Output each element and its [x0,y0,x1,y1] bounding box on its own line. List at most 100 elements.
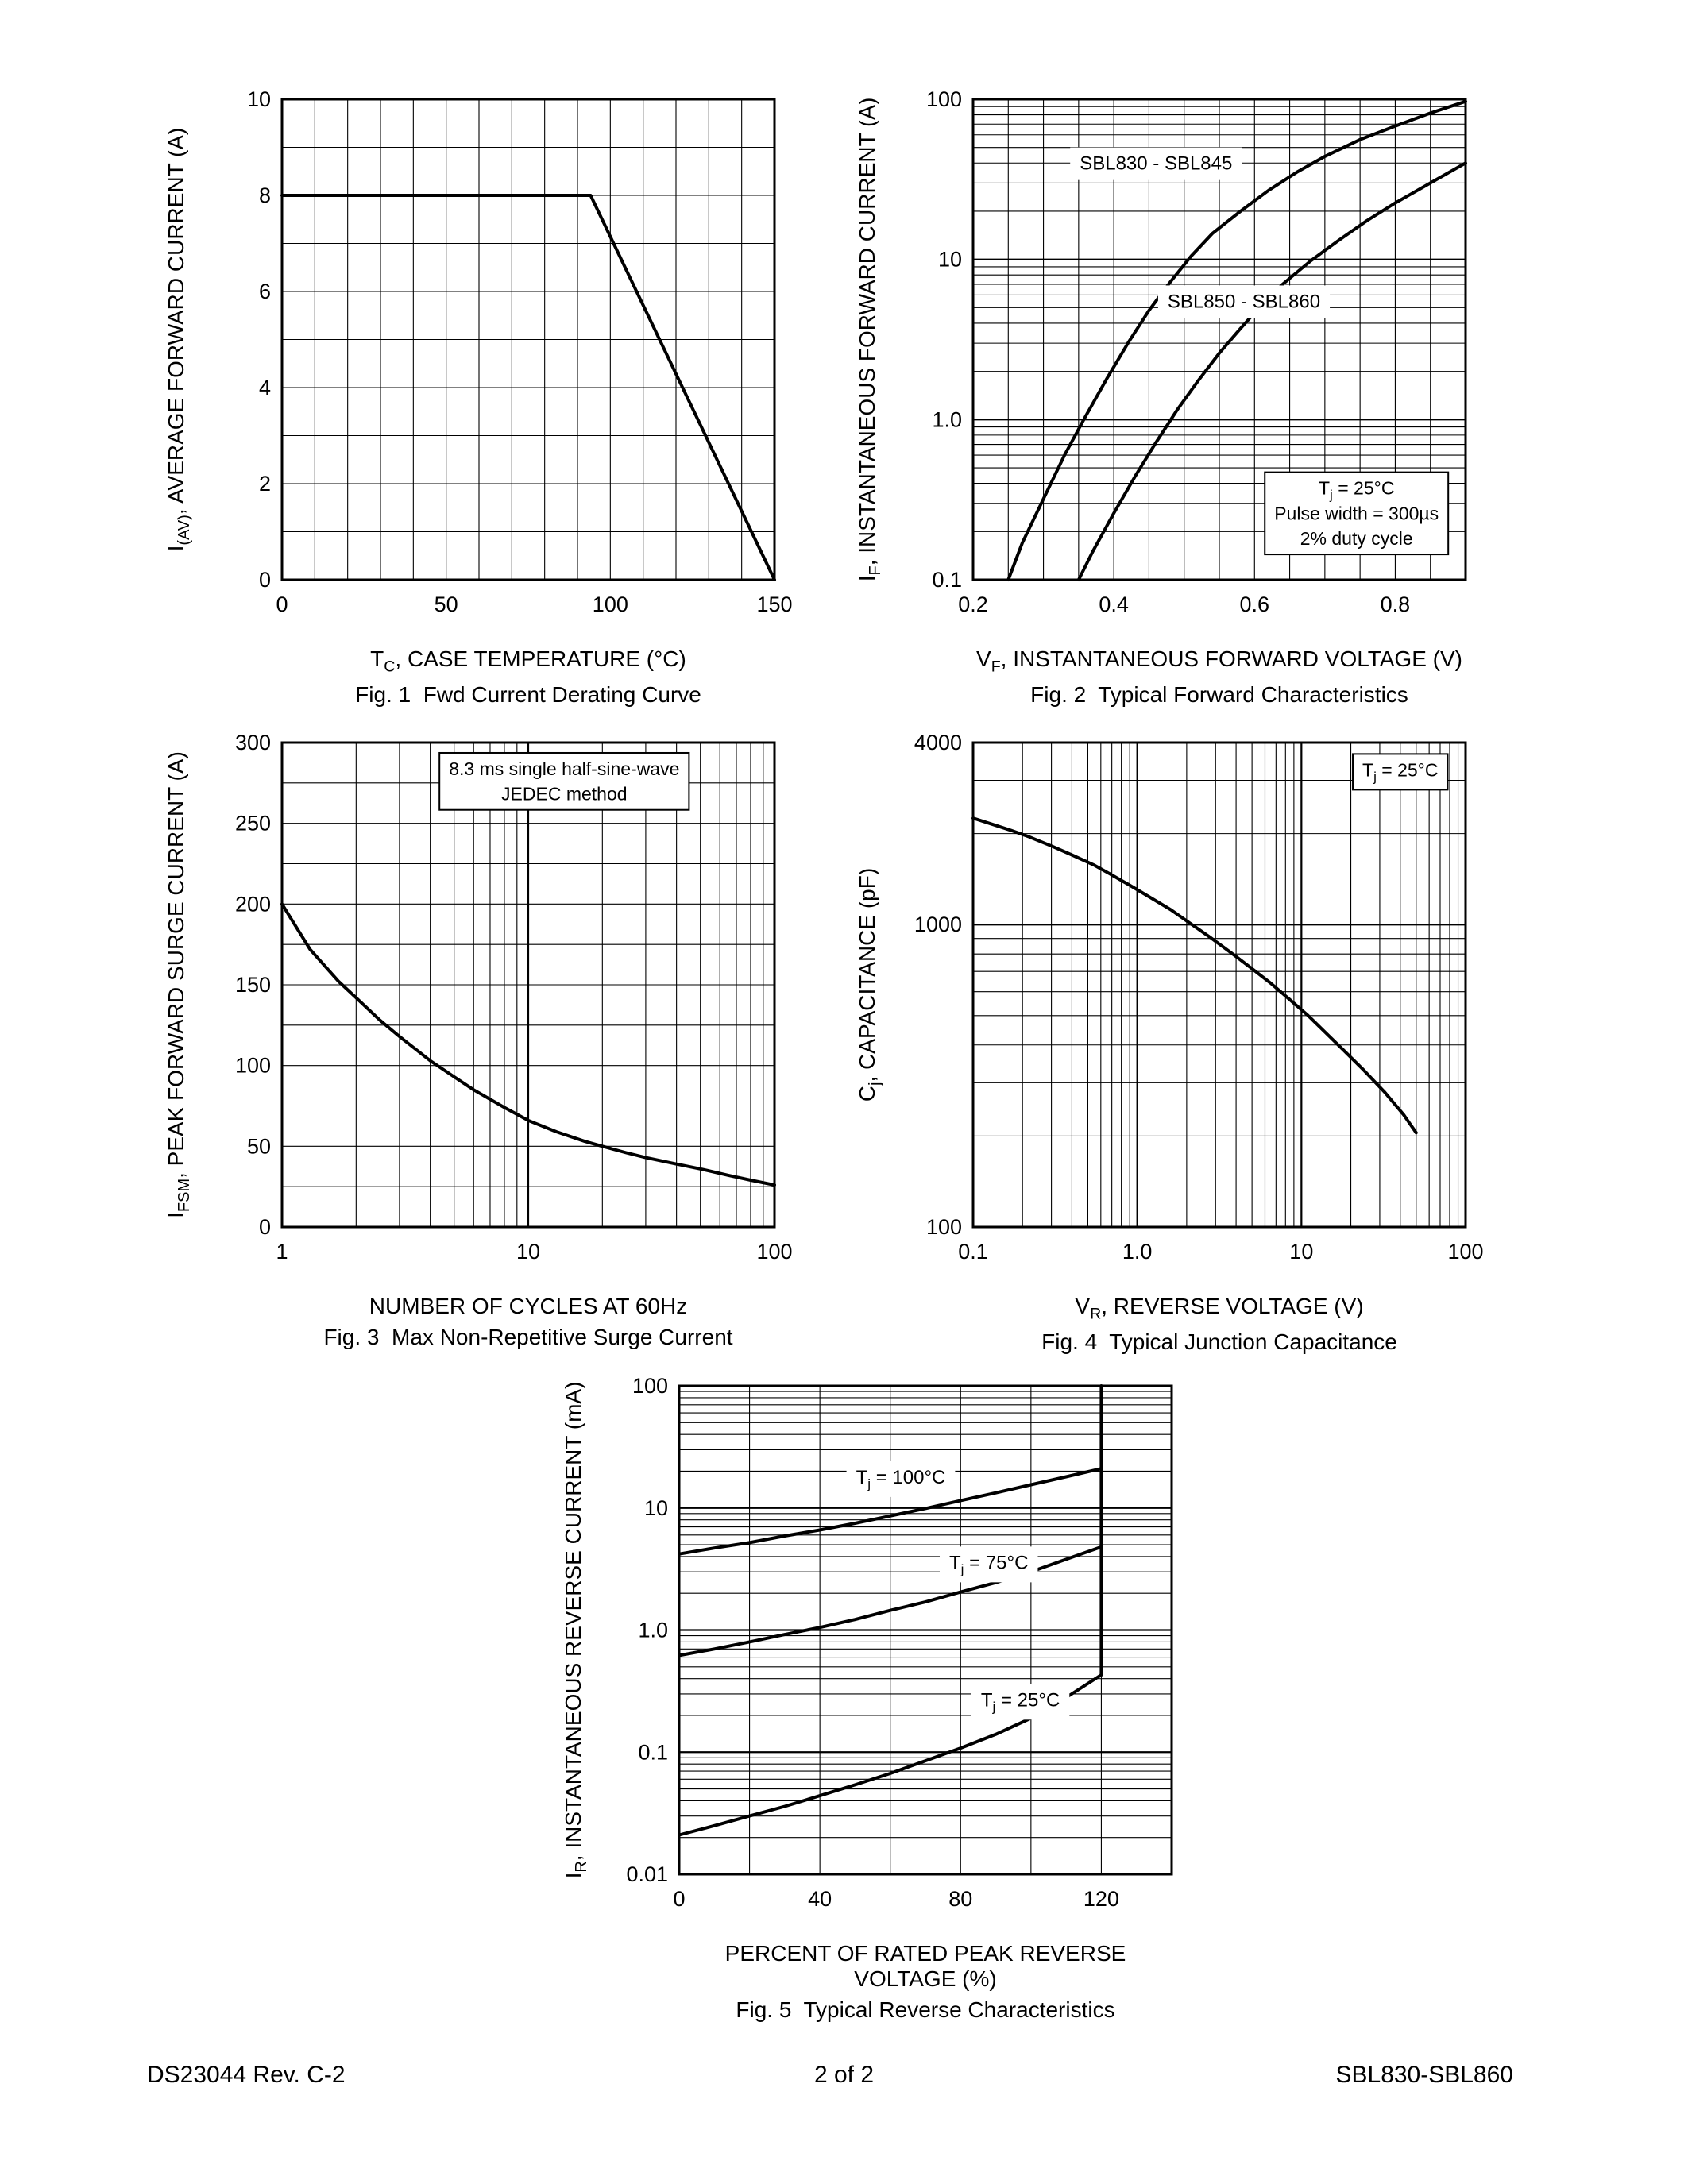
fig4-caption: Fig. 4 Typical Junction Capacitance [1041,1329,1397,1354]
y-axis-title: IR, INSTANTANEOUS REVERSE CURRENT (mA) [561,1382,590,1879]
y-tick-label: 4 [259,376,271,399]
series-curve [280,194,776,581]
svg-text:Tj = 25°C: Tj = 25°C [1362,759,1438,784]
y-tick-label: 8 [259,183,271,207]
svg-text:Tj = 25°C: Tj = 25°C [981,1689,1060,1714]
footer-doc-id: DS23044 Rev. C-2 [147,2062,346,2088]
y-tick-label: 10 [938,248,962,272]
fig3-chart-svg: 8.3 ms single half-sine-wave JEDEC method… [164,731,793,1264]
y-tick-label: 50 [247,1134,271,1158]
fig1-chart-svg: 0 50 100 150 0 2 4 6 8 10 I(AV), AVERAGE FORWARD C… [164,87,793,616]
chart-annotation: SBL830 - SBL845 [1070,147,1242,180]
x-tick-label: 50 [435,592,458,616]
y-tick-label: 0.01 [626,1862,668,1886]
fig2-x-axis-title: VF, INSTANTANEOUS FORWARD VOLTAGE (V) [976,646,1462,676]
fig3-caption: Fig. 3 Max Non-Repetitive Surge Current [323,1325,733,1349]
y-tick-label: 100 [926,1215,962,1239]
figure-4-junction-capacitance: Tj = 25°C 0.1 1.0 10 100 100 1000 4000 Cj, CAPAC… [838,715,1497,1355]
y-tick-label: 10 [247,87,271,111]
y-tick-label: 300 [235,731,271,754]
footer-page-number: 2 of 2 [813,2062,875,2088]
x-tick-label: 100 [756,1240,792,1264]
x-tick-label: 0.6 [1240,592,1270,616]
series-curve [1006,99,1467,581]
figure-1-derating: 0 50 100 150 0 2 4 6 8 10 I(AV), AVERAGE FORWARD C… [147,71,806,708]
svg-text:8.3 ms single half-sine-wave: 8.3 ms single half-sine-wave [449,758,679,779]
svg-text:SBL830 - SBL845: SBL830 - SBL845 [1080,153,1232,175]
x-tick-label: 0.8 [1381,592,1411,616]
x-tick-label: 0.4 [1099,592,1129,616]
y-tick-label: 100 [235,1054,271,1078]
y-axis-title: IF, INSTANTANEOUS FORWARD CURRENT (A) [855,98,884,582]
figure-5-reverse-characteristics: Tj = 100°C Tj = 75°C Tj = 25°C 0 40 80 120 0.01… [544,1358,1203,2023]
y-tick-label: 150 [235,973,271,997]
svg-text:Pulse width = 300µs: Pulse width = 300µs [1274,503,1439,523]
fig5-caption: Fig. 5 Typical Reverse Characteristics [736,1997,1115,2022]
y-tick-label: 0.1 [932,568,962,592]
x-tick-label: 0.1 [958,1240,988,1264]
footer-part-range: SBL830-SBL860 [1335,2062,1513,2088]
fig5-x-axis-title: PERCENT OF RATED PEAK REVERSE VOLTAGE (%… [724,1941,1126,1991]
chart-annotation: Tj = 25°C [1352,753,1449,791]
fig2-caption: Fig. 2 Typical Forward Characteristics [1030,681,1408,707]
y-axis-title: IFSM, PEAK FORWARD SURGE CURRENT (A) [164,751,193,1218]
fig3-x-axis-title: NUMBER OF CYCLES AT 60Hz [369,1294,688,1318]
y-tick-label: 2 [259,472,271,496]
y-tick-label: 1.0 [932,407,962,431]
fig1-x-axis-title: TC, CASE TEMPERATURE (°C) [370,646,686,676]
x-tick-label: 1.0 [1122,1240,1153,1264]
chart-annotation: SBL850 - SBL860 [1157,285,1331,318]
y-tick-label: 200 [235,892,271,916]
y-tick-label: 0 [259,1215,271,1239]
plot-border [280,741,776,1229]
x-tick-label: 10 [516,1240,540,1264]
x-tick-label: 120 [1083,1887,1119,1911]
y-tick-label: 10 [644,1496,668,1520]
page-footer: DS23044 Rev. C-2 2 of 2 SBL830-SBL860 [0,2062,1688,2093]
y-tick-label: 100 [632,1374,668,1398]
series-curve [678,1467,1103,1556]
y-tick-label: 0 [259,568,271,592]
plot-border [971,741,1467,1229]
y-tick-label: 250 [235,812,271,835]
x-tick-label: 0 [276,592,288,616]
svg-text:SBL850 - SBL860: SBL850 - SBL860 [1168,291,1320,312]
fig2-chart-svg: SBL830 - SBL845 SBL850 - SBL860 Tj = 25°CP… [855,87,1467,616]
series-curve [280,902,776,1187]
plot-border [280,98,776,581]
y-axis-title: Cj, CAPACITANCE (pF) [855,868,884,1102]
svg-text:Tj = 75°C: Tj = 75°C [949,1552,1028,1576]
chart-annotation: 8.3 ms single half-sine-wave JEDEC method [438,751,690,811]
x-tick-label: 1 [276,1240,288,1264]
series-curve [1076,161,1467,581]
x-tick-label: 100 [593,592,628,616]
plot-border [971,98,1467,581]
y-tick-label: 1000 [914,913,962,936]
chart-annotation: Tj = 100°C [846,1461,956,1497]
y-tick-label: 6 [259,280,271,303]
y-tick-label: 4000 [914,731,962,754]
figure-2-forward-characteristics: SBL830 - SBL845 SBL850 - SBL860 Tj = 25°C P… [838,71,1497,708]
y-tick-label: 1.0 [638,1619,668,1642]
fig5-chart-svg: Tj = 100°C Tj = 75°C Tj = 25°C 0 40 80 120 0.01… [561,1374,1173,1911]
x-tick-label: 0 [673,1887,685,1911]
x-tick-label: 150 [756,592,792,616]
plot-border [678,1384,1173,1876]
y-axis-title: I(AV), AVERAGE FORWARD CURRENT (A) [164,128,193,552]
x-tick-label: 0.2 [958,592,988,616]
fig4-x-axis-title: VR, REVERSE VOLTAGE (V) [1075,1294,1364,1323]
fig4-chart-svg: Tj = 25°C 0.1 1.0 10 100 100 1000 4000 Cj, CAPAC… [855,731,1484,1264]
y-tick-label: 100 [926,87,962,111]
x-tick-label: 10 [1289,1240,1313,1264]
x-tick-label: 100 [1447,1240,1483,1264]
series-curve [971,816,1418,1135]
y-tick-label: 0.1 [638,1740,668,1764]
svg-text:Tj = 25°C: Tj = 25°C [1319,478,1394,503]
x-tick-label: 40 [808,1887,832,1911]
svg-text:Tj = 100°C: Tj = 100°C [856,1467,946,1491]
chart-annotation: Tj = 25°C [971,1684,1070,1720]
figure-3-surge-current: 8.3 ms single half-sine-wave JEDEC method… [147,715,806,1350]
svg-text:2% duty cycle: 2% duty cycle [1300,528,1413,549]
x-tick-label: 80 [948,1887,972,1911]
